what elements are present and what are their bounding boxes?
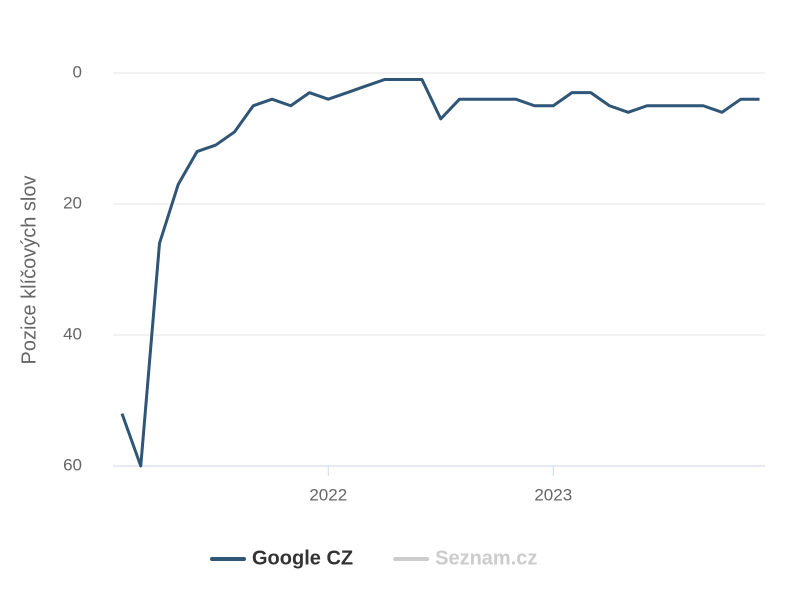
legend-label: Google CZ — [252, 547, 353, 569]
legend-item[interactable]: Google CZ — [210, 547, 353, 569]
series-line — [120, 78, 760, 468]
y-tick-label: 20 — [63, 193, 82, 212]
y-axis-label: Pozice klíčových slov — [18, 176, 40, 365]
x-tick-label: 2022 — [309, 485, 347, 504]
y-tick-label: 40 — [63, 324, 82, 343]
x-tick-label: 2023 — [534, 485, 572, 504]
y-tick-label: 0 — [73, 62, 82, 81]
legend-label: Seznam.cz — [435, 547, 537, 569]
y-tick-label: 60 — [63, 455, 82, 474]
legend-item[interactable]: Seznam.cz — [393, 547, 537, 569]
